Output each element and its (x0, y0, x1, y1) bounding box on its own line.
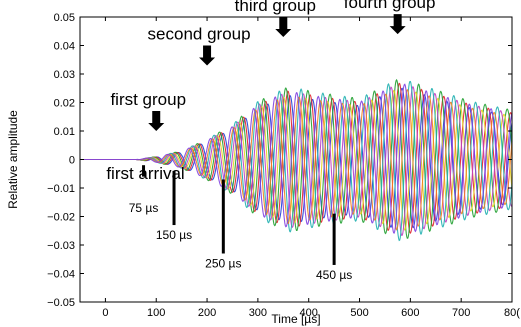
y-tick-label: −0.02 (47, 212, 75, 224)
time-label: 75 µs (129, 201, 159, 215)
annotations: first group second group third group fourth… (106, 0, 435, 282)
plot-frame (79, 16, 513, 303)
x-tick-label: 600 (401, 307, 419, 319)
time-label: 250 µs (205, 257, 241, 271)
group-label: second group (148, 24, 251, 43)
down-arrow-icon (148, 111, 165, 131)
y-tick-label: −0.01 (47, 183, 75, 195)
x-tick-label: 80( (504, 307, 520, 319)
y-tick-label: 0.03 (54, 69, 75, 81)
x-tick-label: 100 (147, 307, 165, 319)
down-arrow-icon (275, 16, 292, 37)
x-tick-label: 500 (350, 307, 368, 319)
x-axis-label: Time [µs] (271, 312, 320, 326)
time-label: first arrival (106, 164, 184, 183)
y-tick-label: −0.05 (47, 297, 75, 309)
waveform-traces (80, 78, 513, 242)
group-label: third group (235, 0, 316, 15)
y-tick-label: 0.02 (54, 98, 75, 110)
group-label: first group (110, 90, 186, 109)
down-arrow-icon (389, 14, 406, 35)
x-tick-label: 200 (198, 307, 216, 319)
group-label: fourth group (344, 0, 436, 12)
time-label: 150 µs (156, 228, 192, 242)
waveform-trace (80, 88, 513, 231)
y-axis-label: Relative amplitude (6, 110, 20, 209)
x-tick-label: 400 (300, 307, 318, 319)
y-tick-label: 0.01 (54, 126, 75, 138)
time-label: 450 µs (316, 268, 352, 282)
x-tick-label: 300 (249, 307, 267, 319)
down-arrow-icon (199, 45, 216, 66)
y-tick-label: −0.04 (47, 269, 75, 281)
y-tick-label: 0.05 (54, 12, 75, 24)
y-tick-label: 0 (69, 155, 75, 167)
y-tick-label: −0.03 (47, 240, 75, 252)
y-tick-label: 0.04 (54, 41, 75, 53)
x-tick-label: 700 (452, 307, 470, 319)
tick-labels: 0 100 200 300 400 500 600 700 80( −0.05 −0.04 −0.03… (47, 12, 520, 319)
x-tick-label: 0 (102, 307, 108, 319)
waveform-trace (80, 83, 513, 234)
